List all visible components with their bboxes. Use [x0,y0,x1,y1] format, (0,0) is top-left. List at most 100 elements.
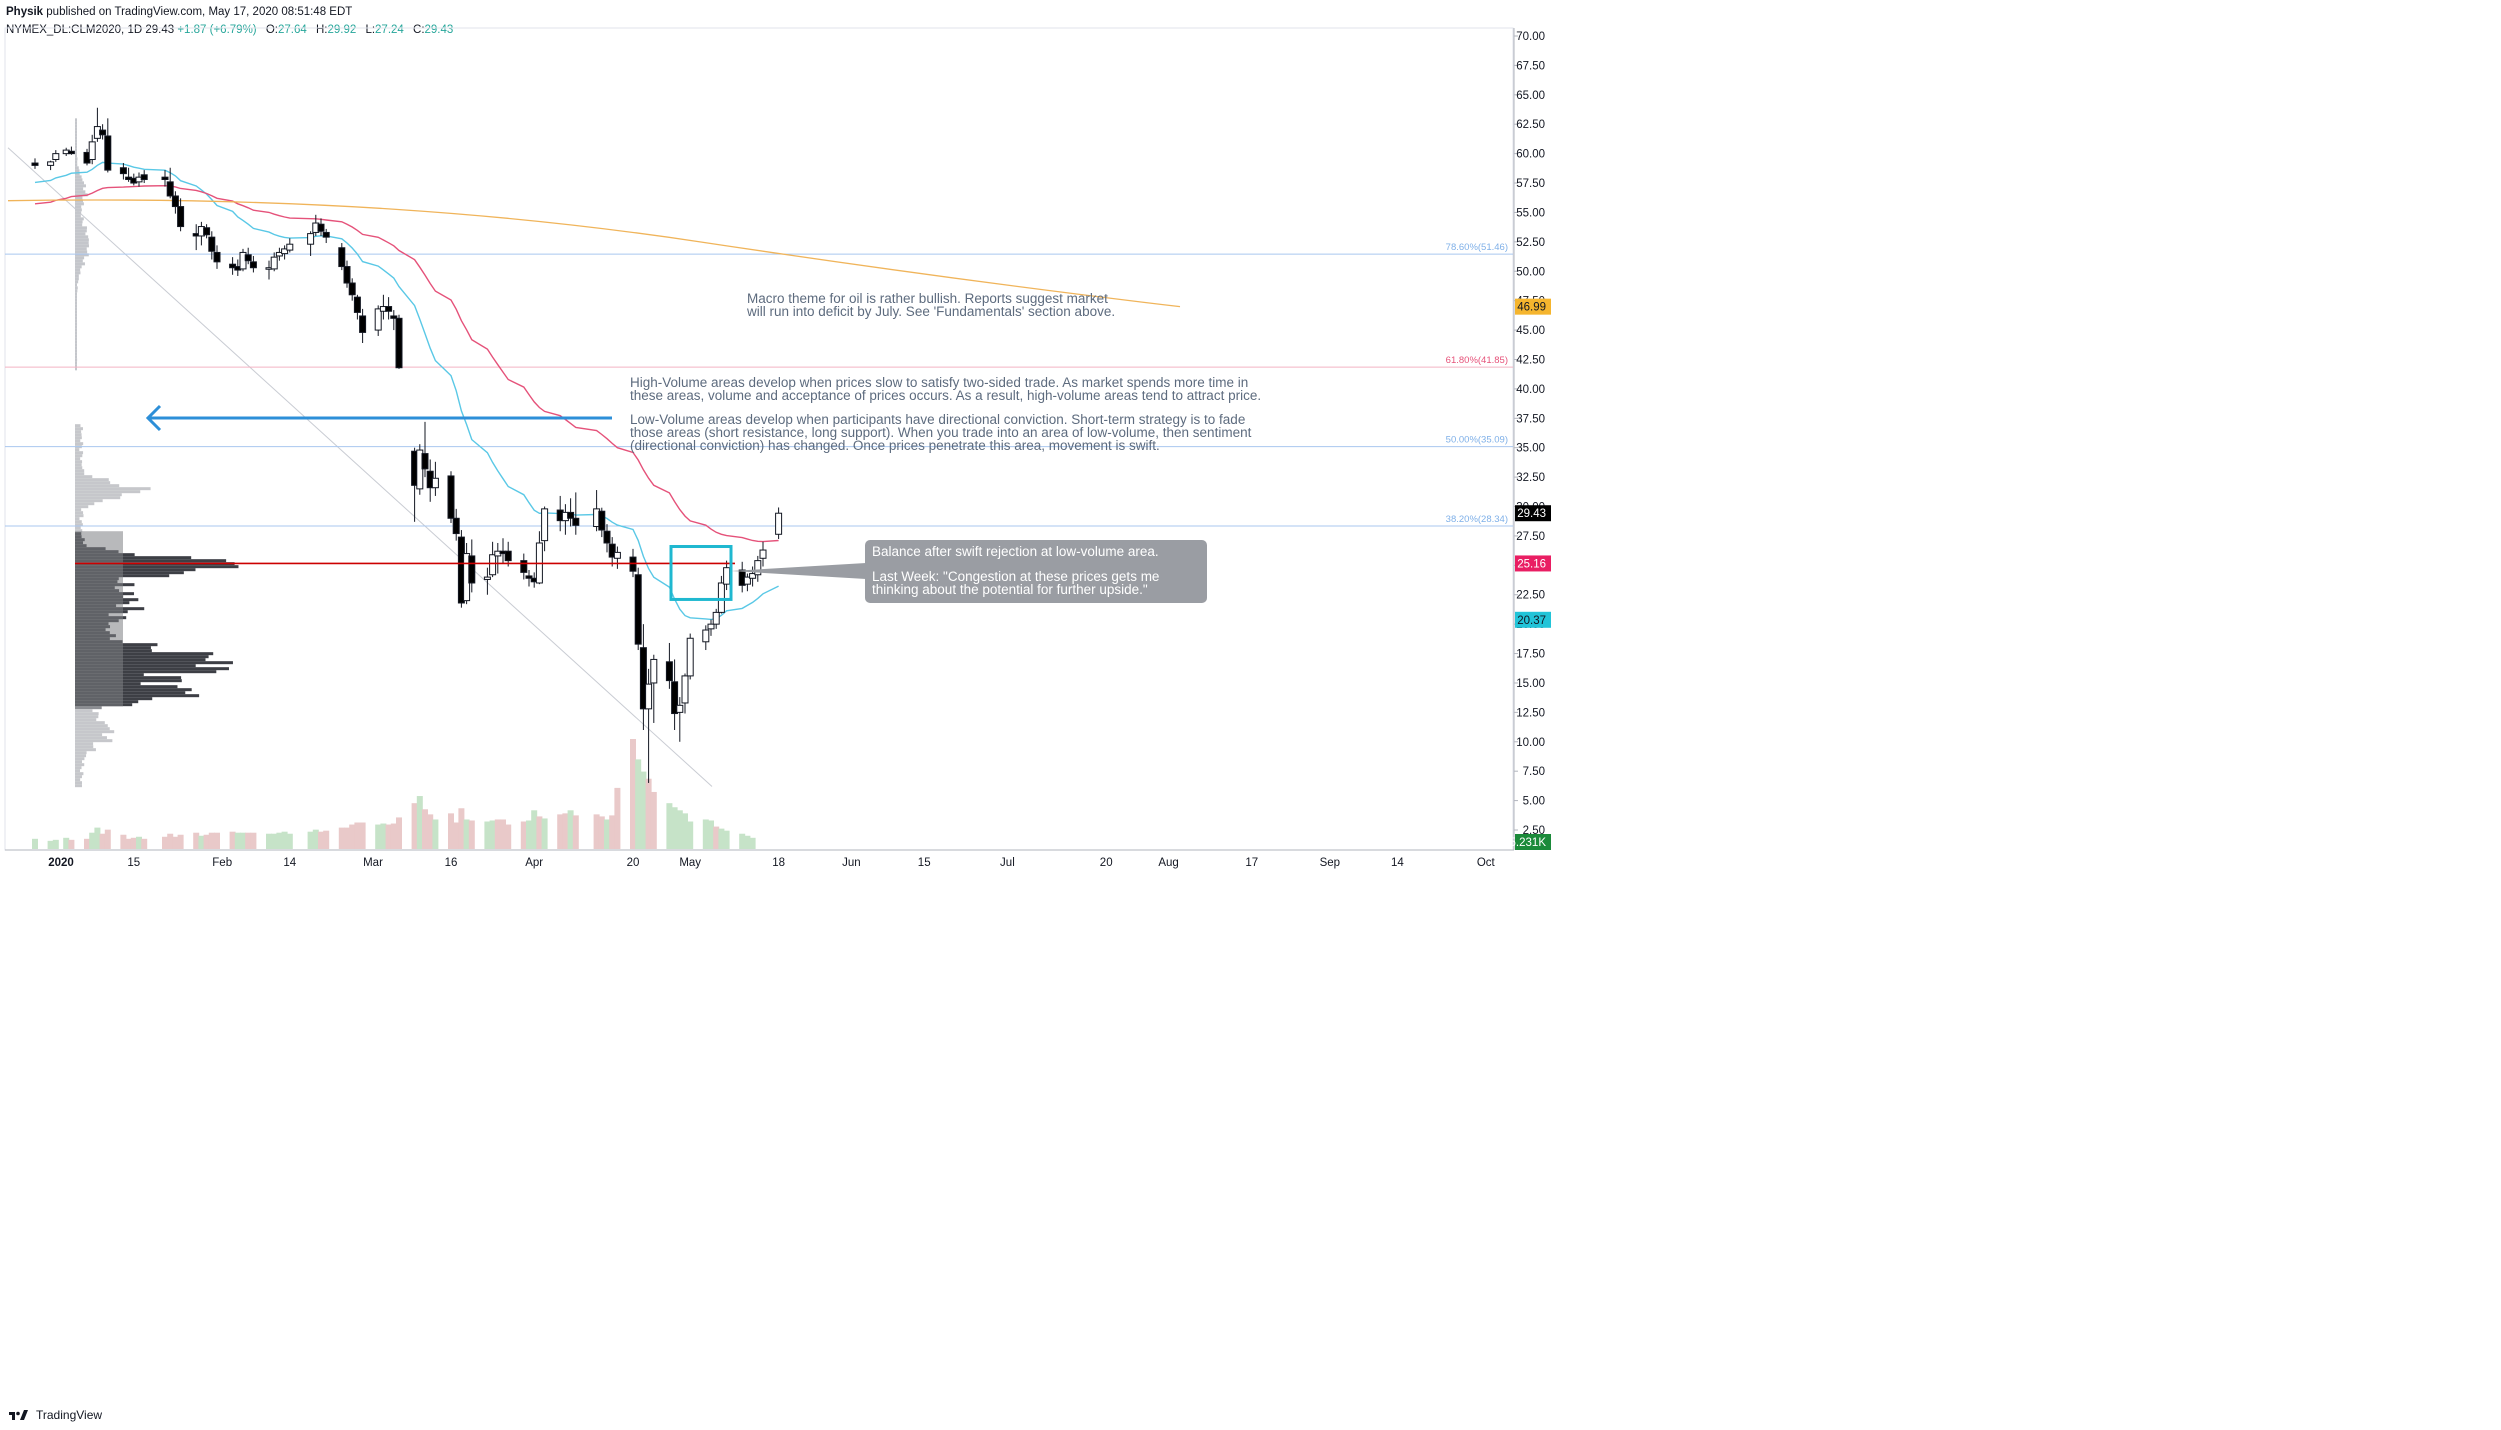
volume-bar [130,837,137,849]
candle-body [421,453,429,470]
lower-profile-row [75,448,80,452]
lower-profile-row [75,718,97,722]
upper-profile-row [75,355,77,359]
upper-profile-row [75,334,77,338]
tradingview-logo-icon [9,1410,28,1420]
lower-profile-row [75,565,239,569]
volume-bar [458,808,465,849]
lower-profile-row [75,442,84,446]
volume-bar [526,820,532,849]
time-axis[interactable]: 2020 15 Feb 14 Mar 16 Apr 20 May 18 Jun 15 Jul 20 Aug 1… [48,857,1495,869]
lower-profile-row [75,667,229,671]
lower-profile-row [75,517,80,521]
candle-body [639,647,647,710]
lower-profile-row [75,748,96,752]
candle-body [343,266,351,284]
lower-profile-row [75,478,109,482]
upper-profile-row [75,139,77,143]
lower-profile-row [75,556,192,560]
candle-body [390,315,398,319]
lower-profile-row [75,736,107,740]
upper-profile-row [75,232,86,236]
lower-profile-row [75,508,82,512]
volume-bar [422,809,428,849]
volume-bar [448,813,454,849]
volume-bar [500,819,506,849]
candle-body [431,477,439,489]
upper-profile-row [75,163,78,167]
volume-bar [281,831,288,849]
chart-header: Physik published on TradingView.com, May… [6,3,459,39]
candle-body [723,567,731,585]
volume-bar [271,833,278,849]
author-name[interactable]: Physik [6,6,44,18]
candle-body [47,161,55,166]
volume-bar [484,821,491,849]
lower-profile-row [75,436,82,440]
upper-profile-row [75,217,84,221]
time-tick-label: 17 [1245,857,1258,869]
candle-body [161,176,169,181]
volume-bar [63,837,70,849]
upper-profile-row [75,289,78,293]
volume-bar [666,803,673,849]
upper-profile-row [75,190,86,194]
candle-body [322,231,330,238]
volume-bar [125,838,132,849]
upper-profile-row [75,268,81,272]
upper-profile-row [75,283,77,287]
price-tick-label: 57.50 [1516,178,1545,190]
fib-levels: 78.60%(51.46) 61.80%(41.85) 50.00%(35.09) 3… [5,242,1513,527]
volume-bar [266,833,272,849]
lower-profile-row [75,685,178,689]
lower-profile-row [75,484,120,488]
upper-profile-row [75,304,77,308]
lower-profile-row [75,505,89,509]
lower-profile-row [75,439,81,443]
volume-bar [713,826,720,849]
lower-profile-row [75,763,85,767]
lower-profile-row [75,529,83,533]
candle-body [520,560,528,573]
volume-bar [468,820,475,849]
candlesticks [31,107,783,783]
candle-body [712,611,720,625]
upper-profile-row [75,181,84,185]
price-tick-label: 22.50 [1516,590,1545,602]
volume-bar [536,816,543,849]
candle-body [676,704,684,713]
candle-body [140,174,148,181]
time-tick-label: Sep [1320,857,1340,869]
price-tick-label: 15.00 [1516,678,1545,690]
high-label: H: [315,24,328,36]
upper-profile-row [75,229,87,233]
upper-profile-row [75,244,89,248]
volume-bar [167,833,174,849]
volume-bar [375,824,382,849]
lower-profile-row [75,709,93,713]
upper-profile-row [75,133,77,137]
drawings: Balance after swift rejection at low-vol… [75,291,1261,603]
annotation-text-line: will run into deficit by July. See 'Fund… [746,304,1115,319]
candle-body [385,306,393,312]
symbol-name[interactable]: NYMEX_DL:CLM2020, 1D [6,24,143,36]
volume-bar [396,817,402,849]
volume-bar [136,836,142,849]
callout-text-line: thinking about the potential for further… [872,582,1148,597]
price-tag-label: 85.231K [1503,837,1546,849]
volume-bar [323,830,330,849]
volume-bar [640,771,647,849]
price-axis[interactable]: 70.00 67.50 65.00 62.50 60.00 57.50 55.00 52.50… [1503,31,1551,850]
upper-profile-row [75,256,85,260]
tradingview-brand[interactable]: TradingView [8,1408,102,1422]
lower-profile-row [75,466,83,470]
candle-body [613,551,621,559]
upper-profile-row [75,265,82,269]
volume-bar [47,840,54,849]
annotation-text-line: those areas (short resistance, long supp… [630,425,1252,440]
volume-bar [531,810,538,849]
upper-profile-row [75,211,82,215]
lower-profile-row [75,523,83,527]
volume-bar [749,837,756,849]
